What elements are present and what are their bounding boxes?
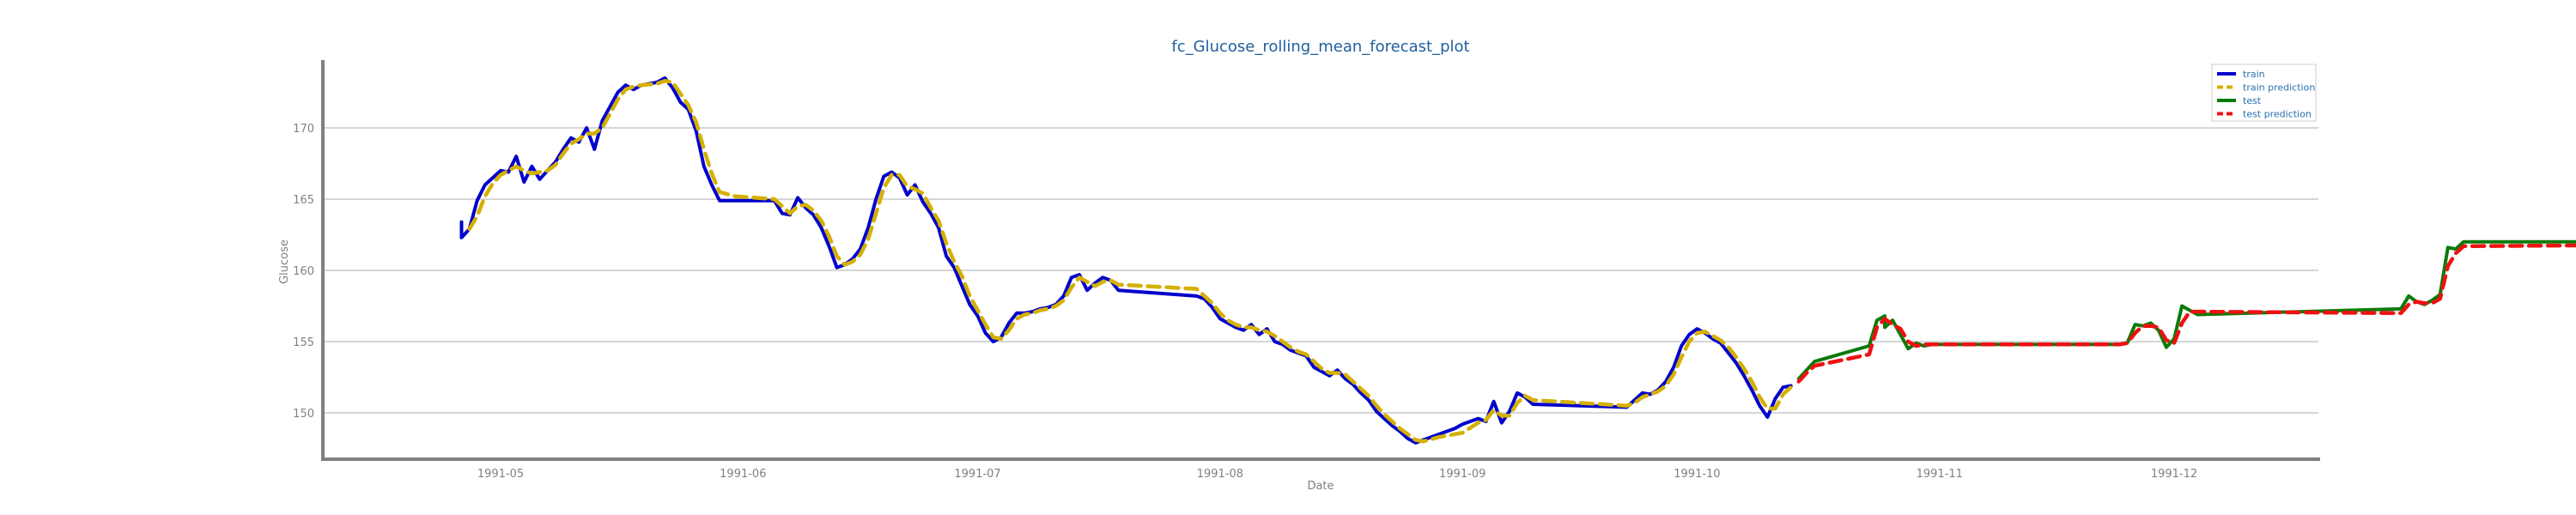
series-line-train-prediction <box>467 78 1793 444</box>
x-tick-label: 1991-09 <box>1439 468 1485 481</box>
x-tick-label: 1991-10 <box>1674 468 1720 481</box>
x-axis-label: Date <box>1307 480 1334 493</box>
legend-label: test <box>2243 95 2262 106</box>
x-tick-label: 1991-08 <box>1197 468 1243 481</box>
series-line-test <box>1796 239 2576 381</box>
series-line-train <box>459 76 1793 445</box>
x-tick-label: 1991-11 <box>1917 468 1963 481</box>
x-tick-label: 1991-06 <box>720 468 766 481</box>
x-tick-label: 1991-05 <box>477 468 524 481</box>
y-tick-label: 170 <box>293 123 314 136</box>
legend-label: train prediction <box>2243 82 2315 94</box>
y-tick-label: 155 <box>293 336 314 349</box>
y-tick-label: 160 <box>293 265 314 278</box>
y-axis-label: Glucose <box>278 239 291 284</box>
x-tick-label: 1991-12 <box>2151 468 2197 481</box>
legend-label: test prediction <box>2243 109 2312 120</box>
axes <box>321 60 2320 461</box>
y-tick-label: 165 <box>293 194 314 207</box>
chart-title: fc_Glucose_rolling_mean_forecast_plot <box>1171 38 1469 56</box>
y-tick-labels: 150 155 160 165 170 <box>293 123 314 421</box>
grid-lines <box>323 127 2318 414</box>
y-tick-label: 150 <box>293 408 314 421</box>
legend-label: train <box>2243 69 2265 80</box>
series-line-test-prediction <box>1796 243 2576 384</box>
x-tick-label: 1991-07 <box>954 468 1000 481</box>
x-tick-labels: 1991-05 1991-06 1991-07 1991-08 1991-09 1991-… <box>477 468 2197 481</box>
series-lines <box>459 76 2576 445</box>
